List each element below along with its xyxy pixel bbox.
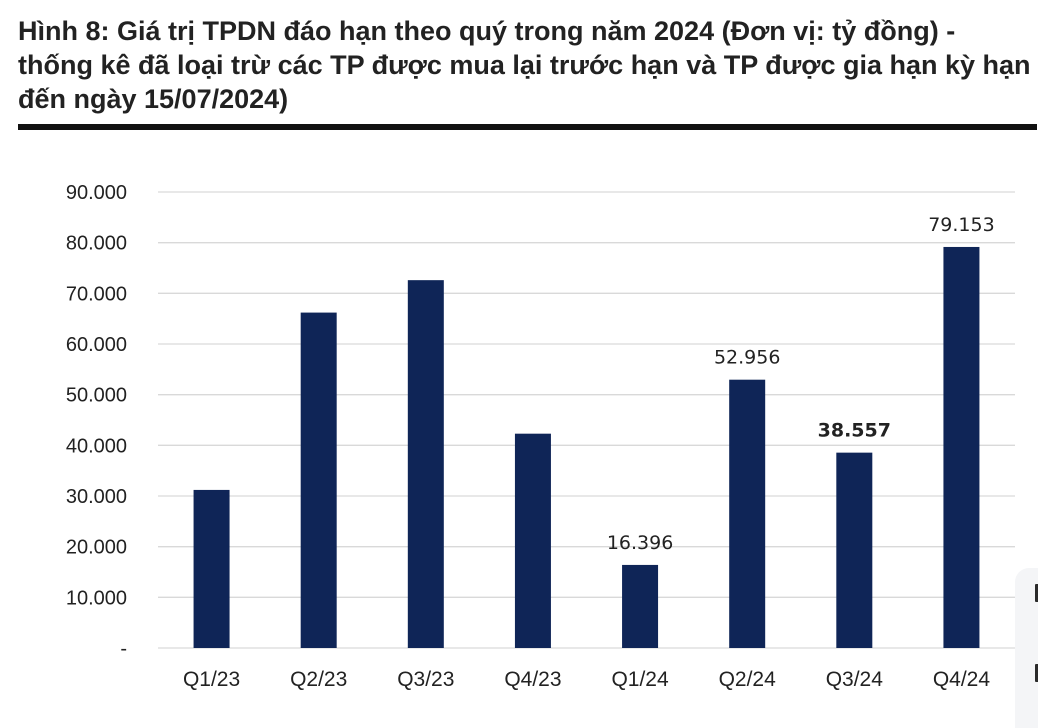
x-category-label: Q4/24 — [933, 668, 991, 691]
x-category-label: Q1/23 — [183, 668, 240, 691]
bar-q4-24 — [943, 246, 980, 648]
bar-q1-24 — [622, 564, 659, 648]
title-underline — [18, 124, 1037, 130]
bar-q4-23 — [514, 433, 551, 648]
x-category-label: Q1/24 — [611, 668, 669, 691]
bar-q3-24 — [836, 452, 873, 648]
y-tick-label: - — [120, 638, 127, 660]
y-tick-label: 40.000 — [66, 435, 127, 457]
bar-q3-23 — [407, 280, 444, 648]
y-tick-label: 60.000 — [66, 334, 127, 356]
side-panel-edge — [1015, 568, 1038, 728]
data-label: 52.956 — [714, 347, 780, 369]
y-tick-label: 50.000 — [66, 385, 127, 407]
panel-edge-mark — [1035, 664, 1038, 682]
x-category-label: Q3/23 — [397, 668, 454, 691]
x-category-label: Q4/23 — [504, 668, 561, 691]
x-category-label: Q3/24 — [826, 668, 884, 691]
y-tick-label: 10.000 — [66, 587, 127, 609]
bar-q1-23 — [193, 489, 230, 648]
y-tick-label: 30.000 — [66, 486, 127, 508]
y-tick-label: 70.000 — [66, 283, 127, 305]
bar-q2-24 — [729, 379, 766, 648]
x-category-label: Q2/23 — [290, 668, 347, 691]
y-tick-label: 20.000 — [66, 537, 127, 559]
data-label: 38.557 — [818, 420, 891, 442]
y-tick-label: 90.000 — [66, 182, 127, 204]
figure-title: Hình 8: Giá trị TPDN đáo hạn theo quý tr… — [18, 16, 1031, 114]
data-label: 79.153 — [928, 214, 994, 236]
panel-edge-mark — [1035, 584, 1038, 602]
data-label: 16.396 — [607, 532, 673, 554]
bar-q2-23 — [300, 312, 337, 648]
x-category-label: Q2/24 — [719, 668, 777, 691]
y-tick-label: 80.000 — [66, 233, 127, 255]
